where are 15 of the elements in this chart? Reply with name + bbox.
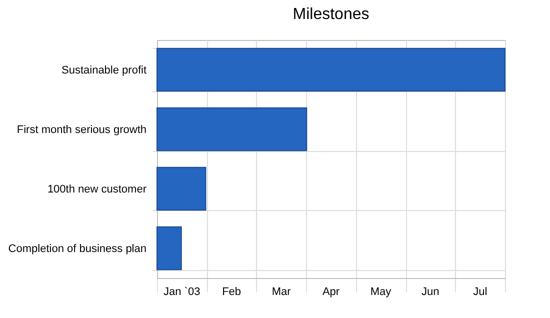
text: Jun — [422, 286, 440, 298]
text: Mar — [272, 286, 292, 298]
y-tick-label: Completion of business plan — [8, 242, 146, 255]
y-tick-label: First month serious growth — [16, 124, 146, 136]
bar — [156, 107, 308, 152]
chart-title: Milestones — [292, 6, 370, 23]
y-tick-label: Sustainable profit — [62, 64, 146, 76]
bar — [156, 166, 206, 211]
text: Apr — [322, 286, 340, 298]
bar — [156, 226, 182, 270]
text: Jan `03 — [164, 286, 200, 298]
text: Feb — [222, 286, 242, 298]
text: May — [370, 286, 392, 298]
text: Jul — [473, 286, 488, 298]
y-tick-label: 100th new customer — [47, 183, 147, 196]
